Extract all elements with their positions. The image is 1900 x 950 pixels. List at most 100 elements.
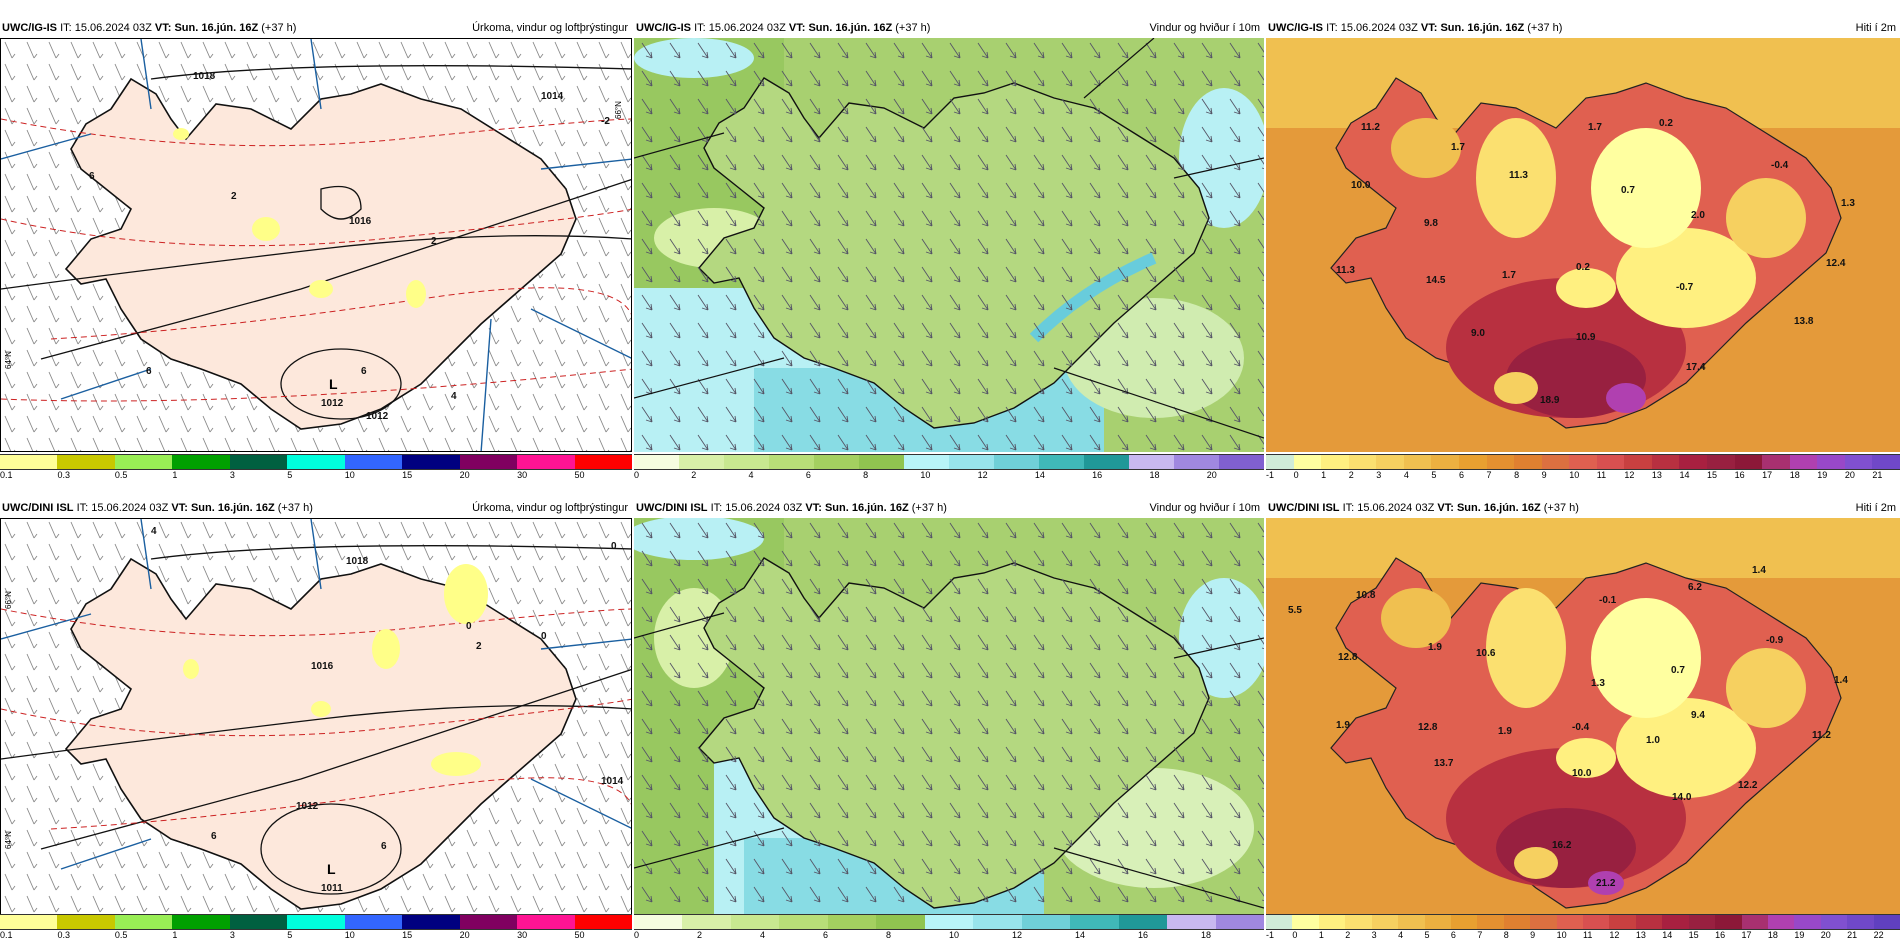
legend-swatch <box>1741 915 1769 929</box>
legend-tick-label: 14 <box>1662 930 1673 940</box>
isobar-label: 1018 <box>346 556 369 567</box>
legend-swatch <box>924 915 974 929</box>
lead-time: (+37 h) <box>895 22 931 34</box>
legend-tick-label: 12 <box>1609 930 1620 940</box>
legend-swatch <box>679 455 724 469</box>
legend-swatch <box>1129 455 1174 469</box>
isobar-label: 1016 <box>349 216 372 227</box>
legend-swatch <box>1167 915 1216 929</box>
legend-tick-label: 4 <box>1398 930 1404 940</box>
wind-legend: 0 2 4 6 8 10 12 14 16 18 <box>634 914 1265 942</box>
legend-tick-label: 5 <box>1431 470 1437 480</box>
legend-tick-label: 10 <box>949 930 960 940</box>
vt-label: VT: <box>1420 22 1438 34</box>
legend-tick-label: 1 <box>1321 470 1327 480</box>
temp-value: 1.3 <box>1591 678 1605 689</box>
wind-map[interactable] <box>634 518 1264 922</box>
legend-swatch <box>1556 915 1584 929</box>
legend-tick-label: 18 <box>1201 930 1212 940</box>
temperature-map[interactable]: 5.5 10.8 6.2 1.4 -0.1 12.8 1.9 10.6 -0.9… <box>1266 518 1900 922</box>
legend-tick-label: 1 <box>172 470 178 480</box>
legend-tick-label: 0 <box>634 930 640 940</box>
legend-swatch <box>459 455 518 469</box>
legend-swatch <box>1734 455 1763 469</box>
legend-swatch <box>1174 455 1219 469</box>
isotherm-label: 0 <box>541 631 547 642</box>
legend-swatch <box>904 455 949 469</box>
panel-title: Hiti í 2m <box>1855 22 1896 34</box>
legend-tick-label: 14 <box>1034 470 1045 480</box>
legend-swatch <box>1348 455 1377 469</box>
legend-tick-label: 0.3 <box>57 930 70 940</box>
precip-map[interactable]: 1018 1016 1012 1014 6 2 -2 4 6 2 6 L 101… <box>0 38 632 452</box>
isotherm-label: 6 <box>361 366 367 377</box>
legend-tick-label: 14 <box>1075 930 1086 940</box>
precip-map[interactable]: 1018 1016 1012 1014 4 0 0 0 6 6 2 L 1011… <box>0 518 632 922</box>
legend-swatch <box>1583 915 1610 929</box>
valid-time: Sun. 16.jún. 16Z <box>1456 502 1541 514</box>
legend-ticks: -1 0 1 2 3 4 5 6 7 8 9 10 11 12 13 14 15 16 17 18 19 20 21 <box>1266 470 1900 482</box>
it-label: IT: <box>60 22 72 34</box>
wind-map[interactable] <box>634 38 1264 452</box>
legend-tick-label: 16 <box>1734 470 1745 480</box>
legend-tick-label: 15 <box>402 930 413 940</box>
temp-value: 1.9 <box>1498 726 1512 737</box>
temp-value: 1.7 <box>1588 122 1602 133</box>
temp-value: 10.9 <box>1576 332 1596 343</box>
legend-swatch <box>1503 915 1531 929</box>
panel-title: Vindur og hviður í 10m <box>1149 22 1260 34</box>
isobar-label: 1014 <box>541 91 564 102</box>
init-time: 15.06.2024 03Z <box>708 22 786 34</box>
legend-tick-label: 20 <box>459 470 470 480</box>
low-pressure-value: 1012 <box>321 398 344 409</box>
legend-tick-label: 8 <box>863 470 869 480</box>
legend-swatch <box>814 455 859 469</box>
model-name: UWC/DINI ISL <box>2 502 74 514</box>
legend-swatch <box>1321 455 1349 469</box>
legend-swatch <box>1514 455 1542 469</box>
it-label: IT: <box>1342 502 1355 514</box>
init-time: 15.06.2024 03Z <box>725 502 803 514</box>
legend-ticks: 0.1 0.3 0.5 1 3 5 10 15 20 30 50 <box>0 930 632 942</box>
panel-title: Úrkoma, vindur og loftþrýstingur <box>472 22 628 34</box>
legend-tick-label: 15 <box>402 470 413 480</box>
lead-time: (+37 h) <box>261 22 297 34</box>
temp-value: 1.7 <box>1451 142 1465 153</box>
legend-tick-label: 19 <box>1794 930 1805 940</box>
isotherm-label: 2 <box>231 191 237 202</box>
legend-tick-label: 9 <box>1541 470 1547 480</box>
legend-swatch <box>973 915 1022 929</box>
temp-value: 13.7 <box>1434 758 1454 769</box>
model-name: UWC/IG-IS <box>636 22 691 34</box>
legend-swatch <box>287 915 345 929</box>
low-pressure-marker: L <box>329 376 338 392</box>
temp-value: 12.8 <box>1418 722 1438 733</box>
legend-swatch <box>769 455 814 469</box>
precip-legend: 0.1 0.3 0.5 1 3 5 10 15 20 30 50 <box>0 454 632 482</box>
it-label: IT: <box>694 22 706 34</box>
legend-swatch <box>1872 455 1900 469</box>
temp-value: 11.2 <box>1361 122 1380 133</box>
legend-swatch <box>949 455 994 469</box>
legend-tick-label: 0.5 <box>114 470 128 480</box>
legend-swatch <box>1762 455 1790 469</box>
temp-value: 12.8 <box>1338 652 1358 663</box>
isotherm-label: 6 <box>381 841 387 852</box>
isobar-label: 1018 <box>193 71 216 82</box>
temp-value: 1.0 <box>1646 735 1660 746</box>
legend-swatch <box>1292 915 1319 929</box>
panel-header: UWC/IG-IS IT: 15.06.2024 03Z VT: Sun. 16… <box>1266 18 1900 38</box>
legend-ticks: 0 2 4 6 8 10 12 14 16 18 <box>634 930 1264 942</box>
isotherm-label: -2 <box>601 116 610 127</box>
legend-ticks: 0 2 4 6 8 10 12 14 16 18 20 <box>634 470 1264 482</box>
valid-time: Sun. 16.jún. 16Z <box>1440 22 1525 34</box>
temp-value: 16.2 <box>1552 840 1572 851</box>
legend-swatch <box>1688 915 1716 929</box>
model-name: UWC/DINI ISL <box>1268 502 1340 514</box>
lead-time: (+37 h) <box>1527 22 1563 34</box>
temperature-legend: -1 0 1 2 3 4 5 6 7 8 9 10 11 12 13 14 15 16 17 18 19 20 21 <box>1266 454 1900 482</box>
legend-tick-label: -1 <box>1266 470 1275 480</box>
precip-legend: 0.1 0.3 0.5 1 3 5 10 15 20 30 50 <box>0 914 632 942</box>
low-pressure-marker: L <box>327 861 336 877</box>
temperature-map[interactable]: 11.2 1.7 1.7 0.2 10.0 11.3 0.7 -0.4 9.8 … <box>1266 38 1900 452</box>
